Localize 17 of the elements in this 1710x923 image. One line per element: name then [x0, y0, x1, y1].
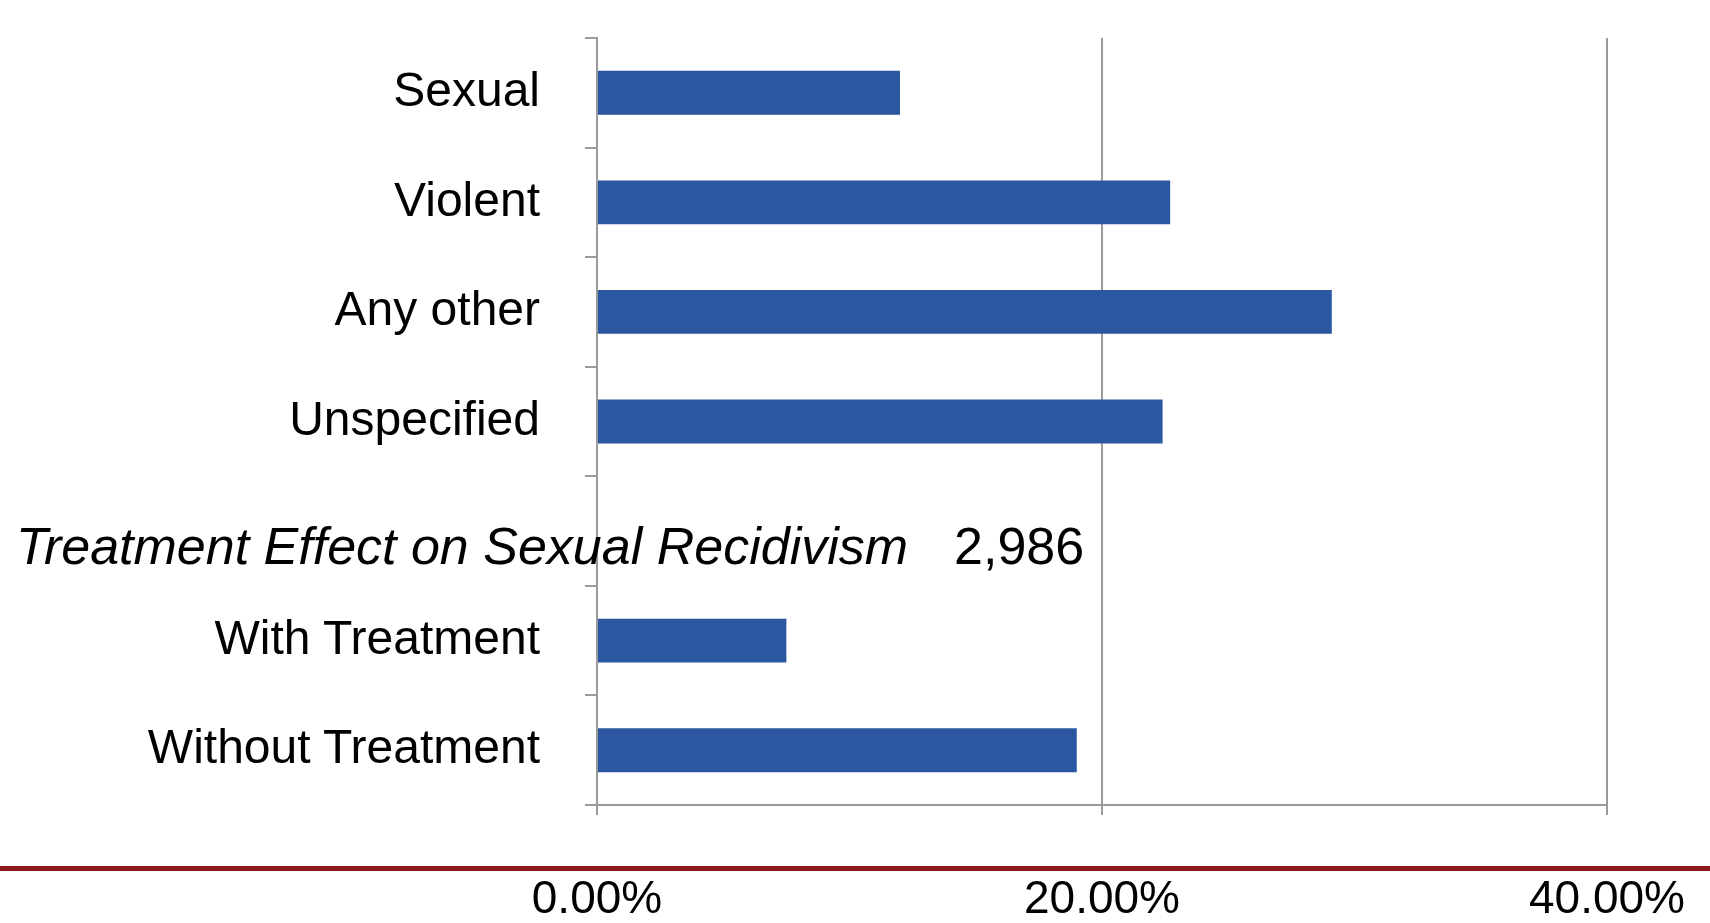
bar — [598, 180, 1171, 225]
y-tick-label: With Treatment — [214, 610, 540, 664]
x-tick-label: 40.00% — [1528, 870, 1686, 923]
y-tick-label: Unspecified — [289, 391, 540, 445]
bar — [598, 399, 1163, 444]
y-tick-label: Without Treatment — [147, 720, 540, 774]
annotation: 2,986 — [954, 517, 1085, 576]
bar — [598, 290, 1332, 334]
bar — [598, 70, 900, 115]
y-tick-label: Any other — [334, 282, 541, 336]
x-tick-label: 20.00% — [1023, 870, 1181, 923]
bar — [598, 728, 1077, 773]
x-tick-label: 0.00% — [531, 870, 663, 923]
y-tick-label: Violent — [394, 172, 540, 226]
y-tick-label: Sexual — [393, 63, 540, 117]
annotation: Treatment Effect on Sexual Recidivism — [16, 517, 909, 576]
bar — [598, 618, 787, 663]
